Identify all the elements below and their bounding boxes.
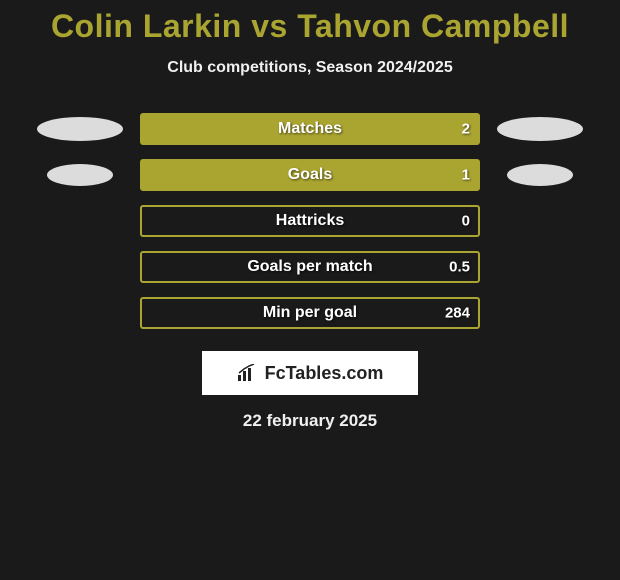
comparison-card: Colin Larkin vs Tahvon Campbell Club com… <box>0 0 620 431</box>
stat-row: Min per goal 284 <box>0 297 620 329</box>
left-ellipse <box>47 164 113 186</box>
stat-label: Goals per match <box>247 258 372 276</box>
stat-bar: Min per goal 284 <box>140 297 480 329</box>
stat-value: 0 <box>462 213 470 230</box>
stat-bar: Hattricks 0 <box>140 205 480 237</box>
stat-row: Goals per match 0.5 <box>0 251 620 283</box>
stat-row: Matches 2 <box>0 113 620 145</box>
right-ellipse <box>497 117 583 141</box>
date-text: 22 february 2025 <box>0 411 620 431</box>
chart-icon <box>237 364 259 382</box>
right-side <box>480 205 600 237</box>
left-side <box>20 251 140 283</box>
stat-label: Goals <box>288 166 332 184</box>
stat-label: Min per goal <box>263 304 357 322</box>
left-side <box>20 297 140 329</box>
right-side <box>480 113 600 145</box>
stat-bar: Matches 2 <box>140 113 480 145</box>
left-side <box>20 113 140 145</box>
right-side <box>480 159 600 191</box>
stats-list: Matches 2 Goals 1 Hattricks 0 Goals per match 0… <box>0 113 620 329</box>
logo-text: FcTables.com <box>265 363 384 384</box>
stat-value: 0.5 <box>449 259 470 276</box>
stat-label: Matches <box>278 120 342 138</box>
stat-value: 2 <box>462 121 470 138</box>
left-side <box>20 205 140 237</box>
stat-row: Goals 1 <box>0 159 620 191</box>
logo-box[interactable]: FcTables.com <box>202 351 418 395</box>
left-ellipse <box>37 117 123 141</box>
right-side <box>480 251 600 283</box>
left-side <box>20 159 140 191</box>
stat-value: 1 <box>462 167 470 184</box>
stat-bar: Goals per match 0.5 <box>140 251 480 283</box>
right-side <box>480 297 600 329</box>
stat-bar: Goals 1 <box>140 159 480 191</box>
page-title: Colin Larkin vs Tahvon Campbell <box>0 8 620 45</box>
right-ellipse <box>507 164 573 186</box>
subtitle: Club competitions, Season 2024/2025 <box>0 59 620 77</box>
stat-row: Hattricks 0 <box>0 205 620 237</box>
stat-value: 284 <box>445 305 470 322</box>
stat-label: Hattricks <box>276 212 344 230</box>
